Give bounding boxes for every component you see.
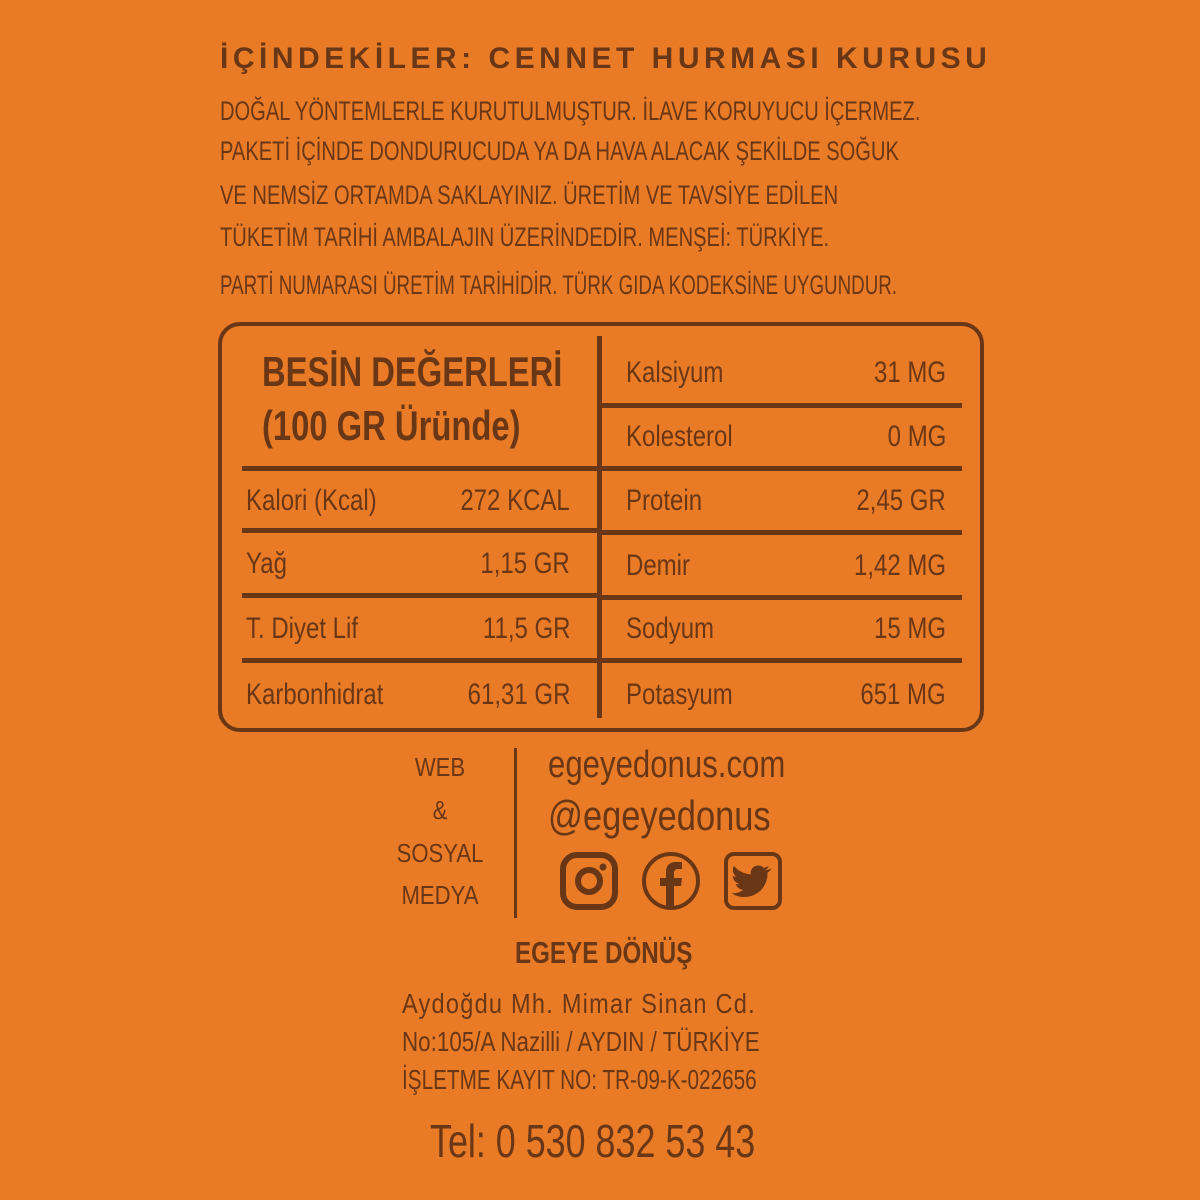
social-handle[interactable]: @egeyedonus: [548, 792, 771, 839]
nutrition-title: BESİN DEĞERLERİ: [262, 348, 563, 395]
row-divider: [242, 466, 598, 471]
nutrient-name: Sodyum: [626, 612, 715, 645]
website-link[interactable]: egeyedonus.com: [548, 744, 786, 786]
row-divider: [602, 530, 962, 535]
instagram-icon[interactable]: [558, 850, 620, 912]
nutrient-name: Kalori (Kcal): [246, 484, 377, 517]
nutrient-value: 1,15 GR: [480, 547, 570, 580]
registry-number: İŞLETME KAYIT NO: TR-09-K-022656: [402, 1064, 757, 1095]
nutrient-value: 15 MG: [873, 612, 946, 645]
phone-number: Tel: 0 530 832 53 43: [430, 1115, 756, 1167]
facebook-icon[interactable]: [640, 850, 702, 912]
nutrient-value: 61,31 GR: [467, 678, 570, 711]
table-divider: [597, 336, 602, 718]
social-label: &: [432, 795, 448, 825]
nutrient-value: 0 MG: [887, 420, 946, 453]
row-divider: [242, 658, 598, 663]
nutrition-table-border: [218, 322, 984, 732]
row-divider: [602, 466, 962, 471]
nutrient-value: 31 MG: [873, 356, 946, 389]
nutrient-value: 651 MG: [860, 678, 946, 711]
nutrient-name: Karbonhidrat: [246, 678, 384, 711]
company-name: EGEYE DÖNÜŞ: [515, 935, 693, 970]
nutrient-value: 1,42 MG: [853, 549, 946, 582]
row-divider: [242, 528, 598, 533]
row-divider: [602, 658, 962, 663]
social-separator: [514, 748, 517, 918]
description-line: TÜKETİM TARİHİ AMBALAJIN ÜZERİNDEDİR. ME…: [220, 222, 830, 252]
row-divider: [242, 593, 598, 598]
twitter-icon[interactable]: [722, 850, 784, 912]
description-line: PAKETİ İÇİNDE DONDURUCUDA YA DA HAVA ALA…: [220, 136, 899, 166]
nutrient-name: Demir: [626, 549, 690, 582]
description-line: PARTİ NUMARASI ÜRETİM TARİHİDİR. TÜRK GI…: [220, 270, 898, 300]
social-label: WEB: [414, 752, 466, 782]
row-divider: [602, 595, 962, 600]
description-line: DOĞAL YÖNTEMLERLE KURUTULMUŞTUR. İLAVE K…: [220, 96, 921, 126]
social-label: MEDYA: [401, 880, 479, 910]
nutrient-value: 272 KCAL: [460, 484, 570, 517]
row-divider: [602, 403, 962, 408]
nutrient-name: T. Diyet Lif: [246, 612, 359, 645]
nutrient-value: 11,5 GR: [482, 612, 570, 645]
nutrient-value: 2,45 GR: [856, 484, 946, 517]
company-address: No:105/A Nazilli / AYDIN / TÜRKİYE: [402, 1026, 760, 1057]
company-address: Aydoğdu Mh. Mimar Sinan Cd.: [402, 988, 756, 1019]
nutrient-name: Potasyum: [626, 678, 733, 711]
nutrition-subtitle: (100 GR Üründe): [262, 402, 521, 449]
nutrient-name: Yağ: [246, 547, 287, 580]
description-line: VE NEMSİZ ORTAMDA SAKLAYINIZ. ÜRETİM VE …: [220, 180, 839, 210]
nutrient-name: Kalsiyum: [626, 356, 724, 389]
ingredients-title: İÇİNDEKİLER: CENNET HURMASI KURUSU: [220, 42, 992, 75]
nutrient-name: Kolesterol: [626, 420, 733, 453]
nutrient-name: Protein: [626, 484, 703, 517]
social-label: SOSYAL: [396, 838, 484, 868]
